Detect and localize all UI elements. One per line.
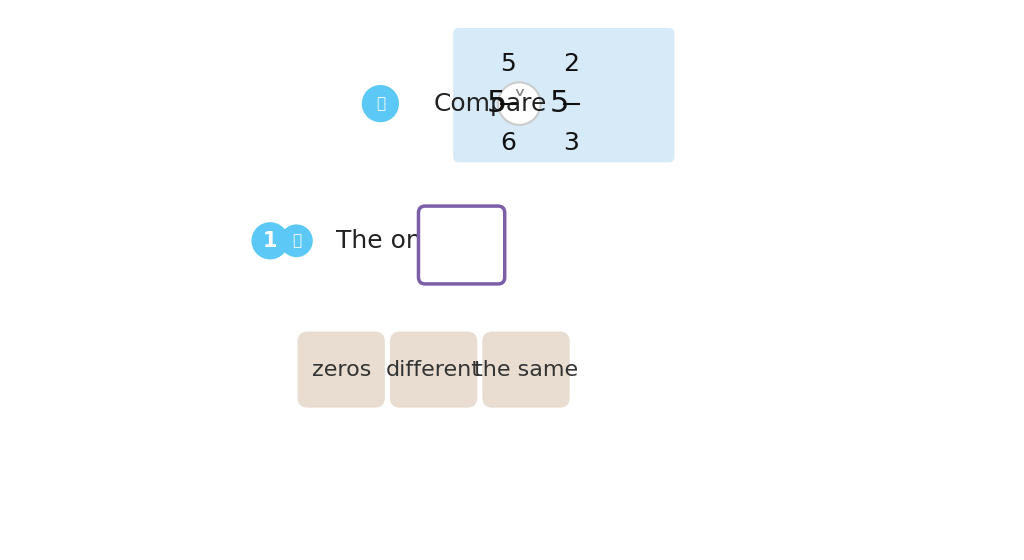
Text: Compare: Compare — [433, 92, 547, 115]
FancyBboxPatch shape — [298, 332, 385, 408]
Circle shape — [498, 82, 541, 125]
Text: 6: 6 — [500, 131, 516, 155]
Text: 5: 5 — [486, 89, 506, 118]
Circle shape — [281, 225, 312, 256]
Circle shape — [252, 223, 288, 259]
Text: 5: 5 — [550, 89, 569, 118]
Text: 1: 1 — [263, 231, 278, 251]
FancyBboxPatch shape — [454, 28, 675, 162]
Text: The ones are: The ones are — [336, 229, 499, 253]
Text: the same: the same — [474, 360, 579, 380]
Circle shape — [362, 86, 398, 122]
Text: different: different — [386, 360, 481, 380]
FancyBboxPatch shape — [419, 206, 505, 284]
Text: 3: 3 — [563, 131, 579, 155]
FancyBboxPatch shape — [390, 332, 477, 408]
Text: 2: 2 — [563, 53, 579, 76]
FancyBboxPatch shape — [482, 332, 569, 408]
Text: 🔊: 🔊 — [292, 234, 301, 248]
Text: zeros: zeros — [311, 360, 371, 380]
Text: 🔊: 🔊 — [376, 96, 385, 111]
Text: ˅: ˅ — [512, 90, 526, 118]
Text: 5: 5 — [500, 53, 516, 76]
